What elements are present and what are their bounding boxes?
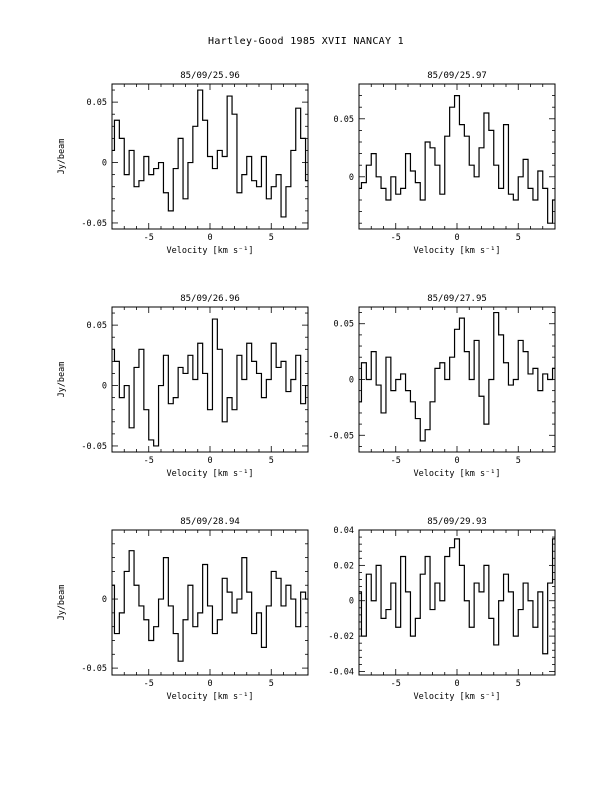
spectrum-line (359, 311, 555, 442)
x-tick-label: -5 (144, 456, 154, 466)
plot-frame (358, 529, 556, 676)
y-tick-label: -0.02 (328, 632, 354, 642)
spectrum-panel-6: 85/09/29.93 -5 0 5 -0.04 -0.02 0 0.02 0.04 Veloci… (328, 517, 556, 702)
spectrum-line (112, 318, 308, 447)
x-tick-label: 0 (207, 456, 212, 466)
spectrum-panel-2: 85/09/25.97 -5 0 5 0 0.05 Velocity [km s⁻¹] (334, 71, 556, 256)
y-tick-label: 0 (102, 382, 107, 392)
spectrum-line (112, 550, 308, 662)
spectrum-line (359, 538, 555, 655)
x-tick-label: -5 (391, 679, 401, 689)
spectrum-panel-4: 85/09/27.95 -5 0 5 -0.05 0 0.05 Velocity [km s⁻… (328, 294, 556, 479)
x-tick-label: -5 (391, 456, 401, 466)
y-tick-label: 0 (349, 597, 354, 607)
y-tick-label: -0.05 (81, 442, 107, 452)
spectrum-panel-3: 85/09/26.96 -5 0 5 -0.05 0 0.05 Velocity [km s⁻… (57, 294, 309, 479)
y-tick-label: 0 (102, 595, 107, 605)
x-tick-label: 5 (269, 679, 274, 689)
x-tick-label: 5 (516, 456, 521, 466)
x-tick-label: 0 (207, 233, 212, 243)
x-tick-label: -5 (144, 233, 154, 243)
plot-frame (111, 306, 309, 453)
y-tick-label: 0.05 (87, 321, 107, 331)
x-tick-label: 5 (269, 233, 274, 243)
y-tick-label: 0.05 (334, 320, 354, 330)
y-axis-label: Jy/beam (57, 362, 67, 398)
spectrum-line (112, 89, 308, 218)
x-tick-label: 0 (207, 679, 212, 689)
page-title: Hartley-Good 1985 XVII NANCAY 1 (208, 36, 404, 47)
y-tick-label: -0.05 (328, 431, 354, 441)
y-tick-label: -0.05 (81, 219, 107, 229)
x-tick-label: 0 (454, 233, 459, 243)
x-tick-label: 5 (516, 679, 521, 689)
x-axis-label: Velocity [km s⁻¹] (167, 246, 254, 256)
panel-title: 85/09/27.95 (427, 294, 487, 304)
x-axis-label: Velocity [km s⁻¹] (167, 469, 254, 479)
x-axis-label: Velocity [km s⁻¹] (414, 692, 501, 702)
y-axis-label: Jy/beam (57, 139, 67, 175)
panel-title: 85/09/26.96 (180, 294, 240, 304)
panel-title: 85/09/25.96 (180, 71, 240, 81)
panel-title: 85/09/28.94 (180, 517, 240, 527)
spectrum-panel-5: 85/09/28.94 -5 0 5 -0.05 0 Velocity [km s⁻¹] Jy… (57, 517, 309, 702)
y-tick-label: 0.04 (334, 526, 354, 536)
spectrum-line (359, 95, 555, 224)
x-axis-label: Velocity [km s⁻¹] (167, 692, 254, 702)
x-tick-label: -5 (144, 679, 154, 689)
y-tick-label: 0 (349, 173, 354, 183)
plot-frame (111, 529, 309, 676)
panel-title: 85/09/29.93 (427, 517, 487, 527)
y-tick-label: 0.05 (334, 115, 354, 125)
y-tick-label: 0.02 (334, 561, 354, 571)
panel-title: 85/09/25.97 (427, 71, 487, 81)
spectrum-panel-1: 85/09/25.96 -5 0 5 -0.05 0 0.05 Velocity [km s⁻… (57, 71, 309, 256)
x-tick-label: 0 (454, 456, 459, 466)
x-tick-label: 0 (454, 679, 459, 689)
y-axis-label: Jy/beam (57, 585, 67, 621)
y-tick-label: -0.04 (328, 667, 354, 677)
y-tick-label: -0.05 (81, 664, 107, 674)
y-tick-label: 0 (102, 159, 107, 169)
x-tick-label: 5 (269, 456, 274, 466)
y-tick-label: 0 (349, 376, 354, 386)
x-axis-label: Velocity [km s⁻¹] (414, 246, 501, 256)
x-axis-label: Velocity [km s⁻¹] (414, 469, 501, 479)
plot-frame (358, 83, 556, 230)
x-tick-label: -5 (391, 233, 401, 243)
x-tick-label: 5 (516, 233, 521, 243)
y-tick-label: 0.05 (87, 98, 107, 108)
